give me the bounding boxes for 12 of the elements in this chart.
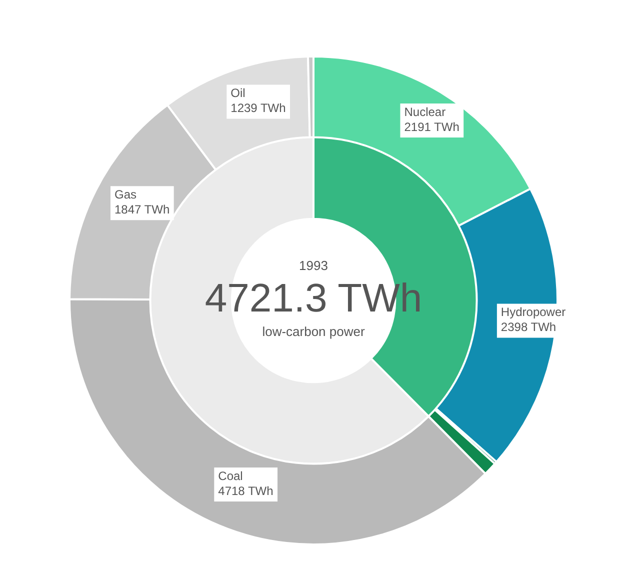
- slice-label: Hydropower: [500, 305, 566, 320]
- data-label: 2398 TWh: [500, 320, 556, 334]
- text: 1993: [299, 258, 328, 274]
- slice-label: Gas: [114, 187, 137, 202]
- data-label: 1847 TWh: [114, 202, 170, 216]
- data-label: 4718 TWh: [218, 484, 274, 498]
- data-label: 1239 TWh: [230, 101, 286, 116]
- slice-label: low-carbon power: [262, 324, 366, 340]
- slice-label: Coal: [218, 468, 243, 483]
- slice-label: Nuclear: [404, 104, 446, 119]
- data-label: 2191 TWh: [404, 120, 460, 134]
- slice-label: Oil: [230, 86, 246, 100]
